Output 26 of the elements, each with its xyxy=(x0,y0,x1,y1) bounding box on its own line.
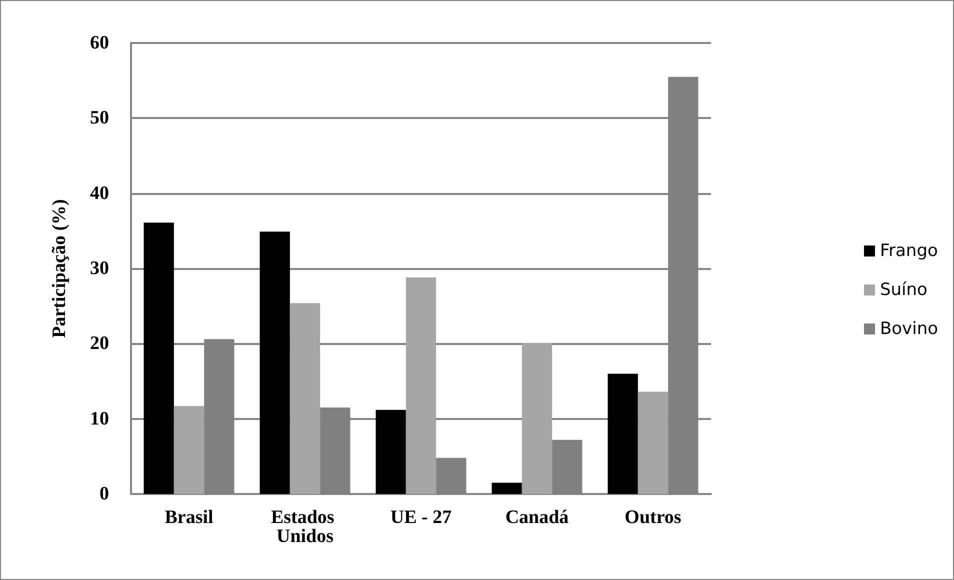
x-tick-label: Outros xyxy=(624,507,682,528)
y-tick-label: 20 xyxy=(90,333,109,354)
bar xyxy=(260,232,290,494)
y-tick-label: 60 xyxy=(90,32,109,54)
y-tick-label: 50 xyxy=(90,108,109,129)
bar xyxy=(376,410,406,494)
x-tick-label: Estados Unidos xyxy=(270,507,340,547)
legend-label: Suíno xyxy=(880,280,928,300)
x-tick-label: UE - 27 xyxy=(390,507,452,528)
bar xyxy=(522,342,552,494)
y-tick-label: 0 xyxy=(100,484,109,504)
y-tick-label: 10 xyxy=(90,408,109,430)
bar xyxy=(406,278,436,494)
x-tick-label: Brasil xyxy=(164,507,214,528)
bar xyxy=(174,406,204,494)
y-tick-label: 30 xyxy=(90,258,109,279)
x-tick-label: Canadá xyxy=(505,507,570,528)
y-tick-label: 40 xyxy=(90,182,109,204)
y-axis-title: Participação (%) xyxy=(49,199,70,338)
legend-label: Frango xyxy=(880,241,938,261)
legend-label: Bovino xyxy=(880,319,938,339)
bar xyxy=(144,222,174,494)
bar xyxy=(608,374,638,494)
bar xyxy=(492,482,522,494)
bar xyxy=(638,392,668,494)
bar xyxy=(290,303,320,494)
